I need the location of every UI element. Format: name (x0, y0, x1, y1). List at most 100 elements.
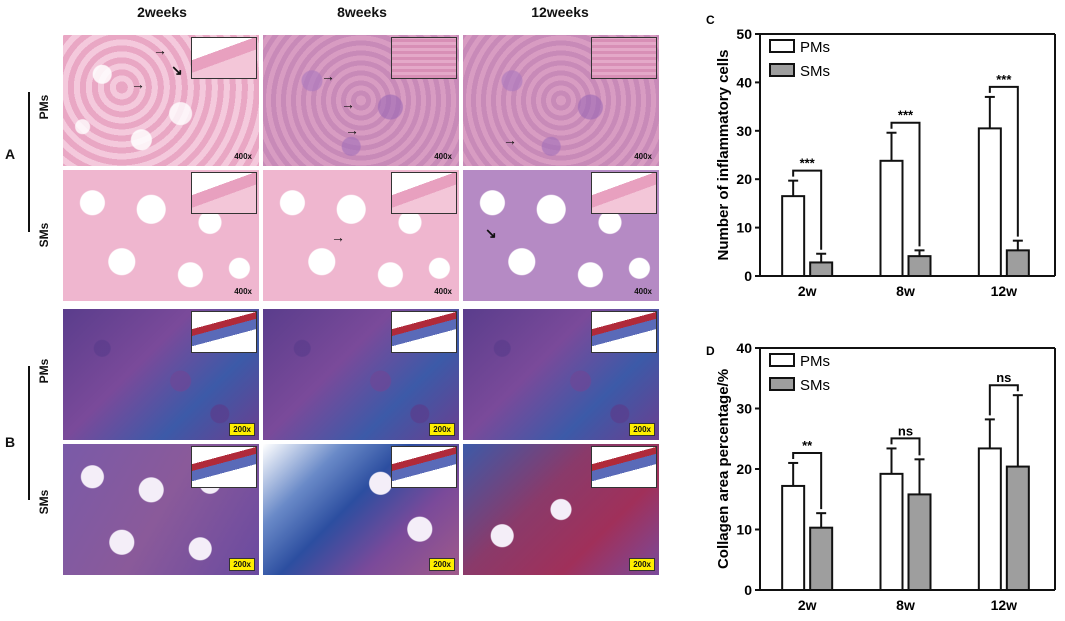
legend-swatch-sms (769, 377, 795, 391)
panel-letter-a: A (5, 146, 16, 162)
micrograph-masson-sms-8w: 200x (262, 443, 460, 576)
significance-label: ** (802, 438, 813, 453)
y-axis-label: Number of inflammatory cells (715, 50, 732, 261)
micrograph-he-pms-2w: → → ↘ 400x (62, 34, 260, 167)
micrograph-masson-pms-8w: 200x (262, 308, 460, 441)
bar-sms-12w (1005, 249, 1030, 278)
group-line-a (28, 92, 30, 232)
significance-label: ns (996, 370, 1011, 385)
y-tick-label: 30 (736, 123, 752, 139)
bar-pms-8w (879, 472, 904, 591)
arrow-icon: → (131, 76, 145, 92)
x-tick-label: 8w (896, 597, 915, 613)
legend-label-pms: PMs (800, 353, 830, 370)
arrow-icon: → (321, 68, 335, 84)
micrograph-inset (191, 172, 257, 214)
micrograph-inset (391, 311, 457, 353)
micrograph-he-sms-8w: → 400x (262, 169, 460, 302)
legend-label-pms: PMs (800, 39, 830, 56)
legend-swatch-sms (769, 63, 795, 77)
bar-pms-12w (977, 447, 1002, 591)
arrow-icon: → (153, 42, 167, 58)
arrow-icon: → (341, 96, 355, 112)
y-tick-label: 10 (736, 522, 752, 538)
y-tick-label: 0 (744, 268, 752, 284)
significance-label: ns (898, 423, 913, 438)
significance-bracket (792, 169, 823, 250)
y-tick-label: 10 (736, 220, 752, 236)
micrograph-inset (391, 446, 457, 488)
legend-label-sms: SMs (800, 63, 830, 80)
micrograph-masson-pms-2w: 200x (62, 308, 260, 441)
y-tick-label: 30 (736, 401, 752, 417)
bar-pms-12w (977, 127, 1002, 277)
panel-letter-d: D (706, 344, 715, 358)
magnification-label: 400x (434, 152, 452, 161)
micrograph-inset (191, 37, 257, 79)
y-tick-label: 20 (736, 171, 752, 187)
magnification-label: 400x (234, 152, 252, 161)
bar-sms-12w (1005, 465, 1030, 591)
magnification-label: 400x (234, 287, 252, 296)
micrograph-inset (191, 446, 257, 488)
micrograph-masson-sms-12w: 200x (462, 443, 660, 576)
x-tick-label: 8w (896, 283, 915, 299)
magnification-label: 400x (634, 287, 652, 296)
bar-sms-8w (907, 255, 932, 278)
y-tick-label: 0 (744, 582, 752, 598)
significance-label: *** (996, 72, 1012, 87)
column-header-12weeks: 12weeks (531, 4, 589, 20)
bar-sms-8w (907, 493, 932, 591)
magnification-label: 200x (229, 558, 255, 571)
significance-bracket (792, 451, 823, 510)
arrow-icon: ↘ (485, 225, 497, 241)
bar-pms-8w (879, 159, 904, 277)
significance-bracket (890, 121, 921, 247)
micrograph-he-sms-2w: 400x (62, 169, 260, 302)
significance-bracket (890, 437, 921, 456)
micrograph-inset (591, 172, 657, 214)
panel-letter-c: C (706, 13, 715, 27)
arrow-icon: → (503, 132, 517, 148)
magnification-label: 400x (634, 152, 652, 161)
micrograph-inset (591, 37, 657, 79)
y-tick-label: 50 (736, 26, 752, 42)
column-header-8weeks: 8weeks (337, 4, 387, 20)
magnification-label: 200x (229, 423, 255, 436)
x-tick-label: 2w (798, 283, 817, 299)
magnification-label: 400x (434, 287, 452, 296)
legend-swatch-pms (769, 39, 795, 53)
bar-pms-2w (781, 195, 806, 277)
legend-label-sms: SMs (800, 377, 830, 394)
bar-pms-2w (781, 484, 806, 591)
micrograph-inset (591, 446, 657, 488)
x-tick-label: 2w (798, 597, 817, 613)
y-tick-label: 20 (736, 461, 752, 477)
micrograph-he-pms-12w: → 400x (462, 34, 660, 167)
legend-swatch-pms (769, 353, 795, 367)
y-axis-label: Collagen area percentage/% (715, 369, 732, 569)
micrograph-inset (391, 172, 457, 214)
micrograph-inset (391, 37, 457, 79)
x-tick-label: 12w (991, 597, 1018, 613)
column-header-2weeks: 2weeks (137, 4, 187, 20)
arrow-icon: → (345, 122, 359, 138)
bar-sms-2w (809, 526, 834, 591)
micrograph-he-pms-8w: → → → 400x (262, 34, 460, 167)
y-tick-label: 40 (736, 340, 752, 356)
arrow-icon: → (331, 229, 345, 245)
magnification-label: 200x (429, 558, 455, 571)
micrograph-he-sms-12w: ↘ 400x (462, 169, 660, 302)
significance-label: *** (800, 156, 816, 171)
bar-sms-2w (809, 261, 834, 277)
micrograph-inset (191, 311, 257, 353)
micrograph-inset (591, 311, 657, 353)
significance-label: *** (898, 108, 914, 123)
micrograph-masson-pms-12w: 200x (462, 308, 660, 441)
magnification-label: 200x (429, 423, 455, 436)
magnification-label: 200x (629, 423, 655, 436)
arrow-icon: ↘ (171, 62, 183, 78)
